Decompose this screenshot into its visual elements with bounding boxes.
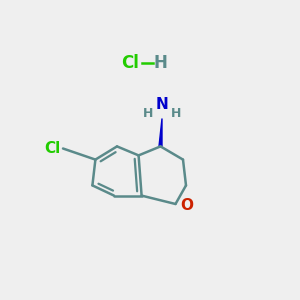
Text: N: N	[156, 97, 168, 112]
Text: H: H	[154, 54, 167, 72]
Text: O: O	[180, 198, 193, 213]
Text: Cl: Cl	[122, 54, 140, 72]
Polygon shape	[159, 118, 162, 146]
Text: H: H	[171, 106, 181, 120]
Text: H: H	[142, 106, 153, 120]
Text: Cl: Cl	[44, 141, 61, 156]
